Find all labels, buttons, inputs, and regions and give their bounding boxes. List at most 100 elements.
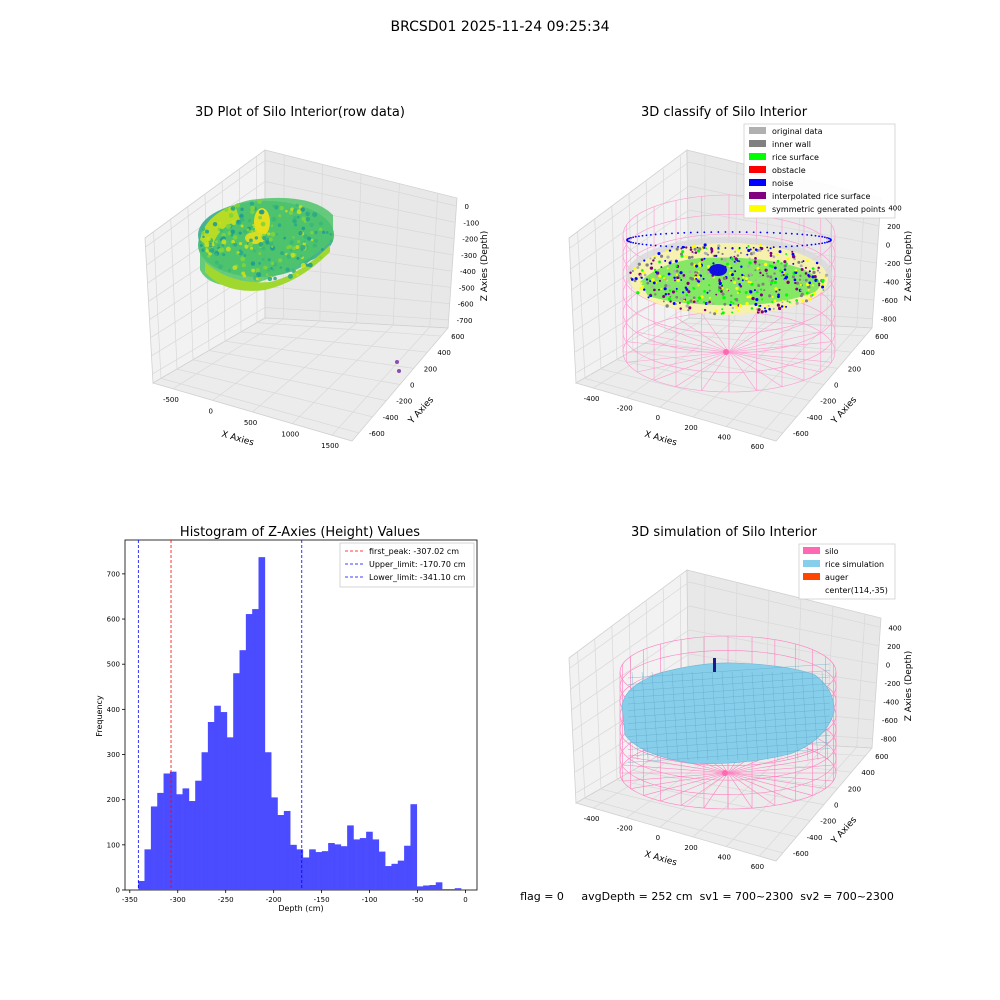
x-tick-label: 1500 — [321, 442, 339, 450]
histogram-bar — [166, 773, 171, 890]
legend-label: Upper_limit: -170.70 cm — [369, 560, 466, 569]
z-tick-label: -200 — [462, 236, 478, 244]
histogram-bar — [179, 794, 183, 890]
histogram-bar — [337, 844, 342, 890]
raw-z-ticks: 0 -100 -200 -300 -400 -500 -600 -700 — [457, 203, 480, 325]
histogram-title: Histogram of Z-Axies (Height) Values — [180, 525, 420, 540]
histogram-y-axis-label: Frequency — [95, 695, 104, 737]
y-tick-label: 400 — [107, 706, 120, 714]
z-tick-label: -400 — [460, 268, 476, 276]
y-tick-label: 600 — [875, 753, 888, 761]
histogram-bar — [268, 752, 272, 890]
z-tick-label: -800 — [881, 316, 897, 324]
x-tick-label: 0 — [656, 414, 660, 422]
z-tick-label: 400 — [888, 204, 901, 212]
legend-label: inner wall — [772, 140, 811, 149]
histogram-x-axis-label: Depth (cm) — [278, 904, 323, 913]
status-line: flag = 0 avgDepth = 252 cm sv1 = 700~230… — [520, 890, 894, 903]
legend-swatch — [749, 140, 766, 147]
x-tick-label: -300 — [170, 896, 186, 904]
histogram-bar — [245, 614, 250, 890]
classify-legend: original data inner wall rice surface obsta… — [743, 123, 896, 219]
histogram-bar — [230, 737, 234, 890]
y-tick-label: 0 — [116, 887, 120, 895]
histogram-bar — [302, 857, 307, 890]
legend-label: auger — [825, 573, 849, 582]
histogram-bar — [400, 860, 405, 890]
histogram-bar — [290, 844, 294, 890]
histogram-bar — [204, 752, 209, 890]
histogram-bar — [391, 863, 395, 890]
x-tick-label: 200 — [684, 424, 697, 432]
y-tick-label: -400 — [807, 834, 823, 842]
simulation-z-ticks: 400 200 0 -200 -400 -600 -800 — [881, 624, 902, 743]
y-tick-label: 500 — [107, 661, 120, 669]
z-tick-label: -400 — [883, 699, 899, 707]
histogram-bar — [375, 839, 380, 890]
z-tick-label: 0 — [464, 203, 468, 211]
raw-z-axis-label: Z Axies (Depth) — [480, 231, 490, 302]
histogram-bar — [214, 705, 218, 890]
histogram-bar — [451, 889, 456, 890]
x-tick-label: 0 — [208, 407, 212, 415]
histogram-bar — [188, 801, 193, 890]
y-tick-label: 100 — [107, 841, 120, 849]
histogram-bar — [173, 771, 177, 890]
histogram-bar — [343, 846, 348, 890]
histogram-bar — [423, 885, 427, 890]
histogram-bar — [318, 852, 323, 890]
histogram-bar — [407, 845, 411, 890]
histogram-bar — [410, 804, 414, 890]
classify-z-ticks: 400 200 0 -200 -400 -600 -800 — [881, 204, 902, 323]
y-tick-label: 300 — [107, 751, 120, 759]
raw-x-ticks: -500 0 500 1000 1500 — [163, 396, 339, 450]
z-tick-label: 200 — [887, 643, 900, 651]
legend-swatch — [749, 153, 766, 160]
simulation-surface — [619, 635, 837, 810]
raw-point-cloud — [198, 197, 401, 373]
x-tick-label: -200 — [617, 825, 633, 833]
histogram-bar — [350, 825, 354, 890]
z-tick-label: -700 — [457, 317, 473, 325]
y-tick-label: 600 — [107, 616, 120, 624]
y-tick-label: 0 — [410, 382, 414, 390]
simulation-z-axis-label: Z Axies (Depth) — [904, 651, 914, 722]
legend-label: obstacle — [772, 166, 806, 175]
histogram-bar — [198, 780, 202, 890]
legend-swatch — [749, 127, 766, 134]
legend-swatch — [749, 192, 766, 199]
z-tick-label: -300 — [461, 252, 477, 260]
histogram-bar — [426, 885, 430, 890]
classify-x-ticks: -400 -200 0 200 400 600 — [584, 395, 764, 451]
histogram-bar — [150, 806, 155, 890]
histogram-bar — [445, 889, 449, 890]
histogram-bar — [378, 851, 383, 890]
histogram-bar — [334, 844, 338, 890]
y-tick-label: 400 — [437, 349, 450, 357]
histogram-bar — [296, 849, 300, 890]
classify-panel: 3D classify of Silo Interior original da… — [568, 105, 914, 451]
histogram-bar — [457, 888, 462, 890]
legend-label: rice surface — [772, 153, 819, 162]
x-tick-label: -150 — [314, 896, 330, 904]
histogram-bar — [182, 788, 187, 890]
legend-label: interpolated rice surface — [772, 192, 870, 201]
histogram-bar — [397, 860, 402, 890]
y-tick-label: 0 — [834, 802, 838, 810]
classify-panel-title: 3D classify of Silo Interior — [641, 105, 808, 120]
raw-x-axis-label: X Axies — [220, 430, 255, 449]
x-tick-label: -400 — [584, 815, 600, 823]
histogram-bar — [239, 650, 243, 890]
y-tick-label: 600 — [451, 333, 464, 341]
histogram-bar — [236, 673, 240, 890]
histogram-bar — [169, 771, 174, 890]
z-tick-label: -400 — [883, 279, 899, 287]
legend-swatch — [749, 179, 766, 186]
raw-panel-title: 3D Plot of Silo Interior(row data) — [195, 105, 405, 120]
y-tick-label: -600 — [793, 850, 809, 858]
y-tick-label: -200 — [820, 398, 836, 406]
